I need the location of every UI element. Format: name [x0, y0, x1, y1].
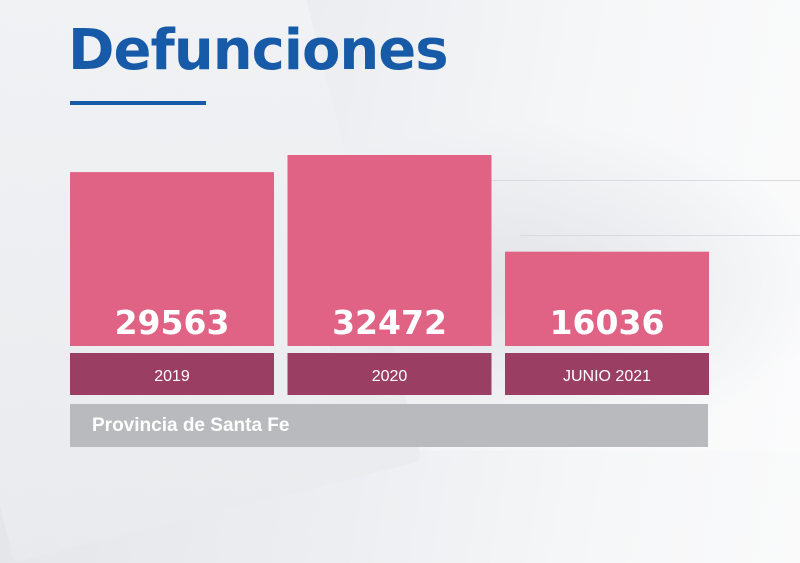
background-line [430, 180, 800, 181]
region-label: Provincia de Santa Fe [92, 415, 290, 436]
category-band-1 [70, 353, 274, 395]
category-label-1: 2019 [154, 368, 190, 385]
chart-title: Defunciones [68, 18, 449, 83]
category-label-2: 2020 [372, 368, 408, 385]
bar-1 [70, 172, 274, 346]
bar-chart: 29563 2019 32472 2020 16036 JUNIO 2021 [70, 155, 709, 395]
background-line [520, 235, 800, 236]
bar-value-label-2: 32472 [332, 303, 447, 342]
category-band-2 [287, 353, 492, 395]
bar-3 [505, 251, 709, 346]
region-band: Provincia de Santa Fe [70, 404, 708, 447]
category-label-3: JUNIO 2021 [563, 368, 651, 385]
bar-value-label-1: 29563 [115, 303, 230, 342]
category-band-3 [505, 353, 709, 395]
bar-value-label-3: 16036 [550, 303, 665, 342]
title-underline [70, 101, 206, 105]
bar-2 [287, 155, 492, 346]
